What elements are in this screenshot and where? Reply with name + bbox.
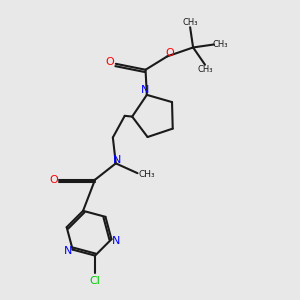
Text: O: O (49, 175, 58, 185)
Text: N: N (112, 236, 120, 246)
Text: N: N (64, 246, 72, 256)
Text: CH₃: CH₃ (197, 65, 213, 74)
Text: CH₃: CH₃ (138, 170, 155, 179)
Text: N: N (141, 85, 149, 95)
Text: N: N (113, 155, 122, 165)
Text: Cl: Cl (90, 276, 101, 286)
Text: CH₃: CH₃ (212, 40, 228, 49)
Text: O: O (165, 48, 174, 59)
Text: CH₃: CH₃ (182, 18, 198, 27)
Text: O: O (105, 57, 114, 67)
